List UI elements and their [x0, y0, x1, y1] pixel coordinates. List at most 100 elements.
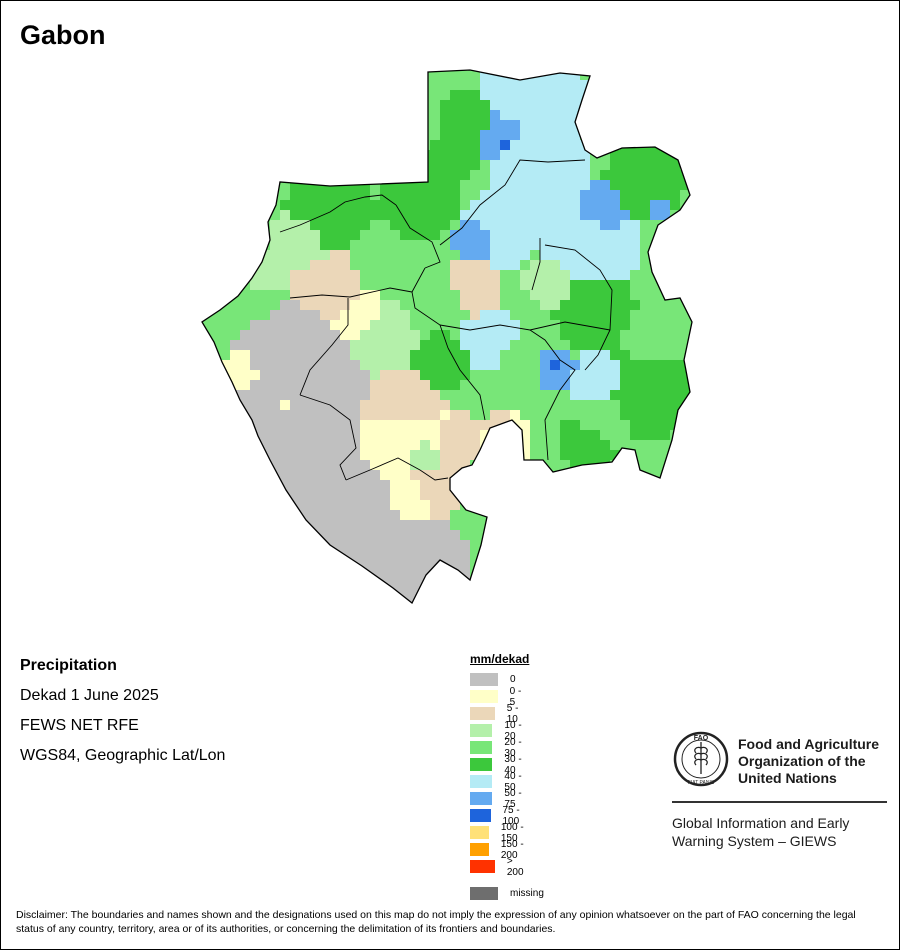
raster-cell: [460, 250, 470, 260]
raster-cell: [520, 120, 530, 130]
raster-cell: [630, 400, 640, 410]
raster-cell: [510, 250, 520, 260]
raster-cell: [650, 380, 660, 390]
raster-cell: [410, 510, 420, 520]
raster-cell: [390, 430, 400, 440]
raster-cell: [450, 360, 460, 370]
raster-cell: [480, 130, 490, 140]
raster-cell: [300, 220, 310, 230]
raster-cell: [310, 330, 320, 340]
raster-cell: [640, 140, 650, 150]
raster-cell: [410, 220, 420, 230]
raster-cell: [430, 500, 440, 510]
raster-cell: [430, 140, 440, 150]
legend-item: 20 - 30: [470, 737, 529, 759]
raster-cell: [330, 500, 340, 510]
raster-cell: [270, 260, 280, 270]
raster-cell: [260, 340, 270, 350]
raster-cell: [270, 400, 280, 410]
raster-cell: [410, 280, 420, 290]
raster-cell: [620, 280, 630, 290]
raster-cell: [460, 110, 470, 120]
raster-cell: [600, 400, 610, 410]
raster-cell: [670, 400, 680, 410]
raster-cell: [540, 260, 550, 270]
raster-cell: [420, 550, 430, 560]
raster-cell: [570, 240, 580, 250]
raster-cell: [540, 200, 550, 210]
raster-cell: [660, 150, 670, 160]
legend-label: 10 - 20: [504, 719, 522, 742]
raster-cell: [250, 400, 260, 410]
raster-cell: [380, 180, 390, 190]
raster-cell: [320, 300, 330, 310]
raster-cell: [590, 240, 600, 250]
raster-cell: [550, 240, 560, 250]
raster-cell: [260, 500, 270, 510]
province-boundary: [299, 298, 349, 396]
raster-cell: [650, 340, 660, 350]
raster-cell: [440, 300, 450, 310]
raster-cell: [540, 280, 550, 290]
raster-cell: [570, 110, 580, 120]
raster-cell: [640, 400, 650, 410]
raster-cell: [610, 320, 620, 330]
raster-cell: [630, 190, 640, 200]
raster-cell: [620, 270, 630, 280]
legend-label: 150 - 200: [500, 838, 524, 861]
raster-cell: [240, 460, 250, 470]
raster-cell: [270, 270, 280, 280]
raster-cell: [450, 90, 460, 100]
raster-cell: [380, 600, 390, 603]
raster-cell: [330, 400, 340, 410]
raster-cell: [430, 370, 440, 380]
raster-cell: [330, 530, 340, 540]
raster-cell: [460, 260, 470, 270]
raster-cell: [530, 220, 540, 230]
raster-cell: [350, 210, 360, 220]
raster-cell: [640, 180, 650, 190]
raster-cell: [370, 370, 380, 380]
raster-cell: [570, 380, 580, 390]
raster-cell: [530, 350, 540, 360]
raster-cell: [320, 330, 330, 340]
raster-cell: [320, 420, 330, 430]
raster-cell: [390, 520, 400, 530]
raster-cell: [360, 380, 370, 390]
raster-cell: [320, 400, 330, 410]
raster-cell: [400, 570, 410, 580]
raster-cell: [300, 500, 310, 510]
raster-cell: [640, 160, 650, 170]
raster-cell: [580, 180, 590, 190]
raster-cell: [650, 430, 660, 440]
raster-cell: [450, 150, 460, 160]
raster-cell: [470, 160, 480, 170]
raster-cell: [500, 70, 510, 80]
raster-cell: [450, 230, 460, 240]
raster-cell: [450, 530, 460, 540]
raster-cell: [500, 90, 510, 100]
raster-cell: [630, 140, 640, 150]
raster-cell: [290, 310, 300, 320]
raster-cell: [460, 330, 470, 340]
raster-cell: [630, 300, 640, 310]
raster-cell: [570, 200, 580, 210]
raster-cell: [230, 380, 240, 390]
raster-cell: [570, 250, 580, 260]
raster-cell: [330, 210, 340, 220]
raster-cell: [440, 410, 450, 420]
raster-cell: [270, 500, 280, 510]
raster-cell: [400, 510, 410, 520]
raster-cell: [560, 380, 570, 390]
raster-cell: [430, 210, 440, 220]
raster-cell: [540, 360, 550, 370]
raster-cell: [530, 370, 540, 380]
raster-cell: [540, 300, 550, 310]
raster-cell: [300, 410, 310, 420]
raster-cell: [490, 160, 500, 170]
raster-cell: [570, 80, 580, 90]
raster-cell: [510, 200, 520, 210]
legend-item: > 200: [470, 856, 529, 878]
raster-cell: [300, 280, 310, 290]
raster-cell: [360, 320, 370, 330]
